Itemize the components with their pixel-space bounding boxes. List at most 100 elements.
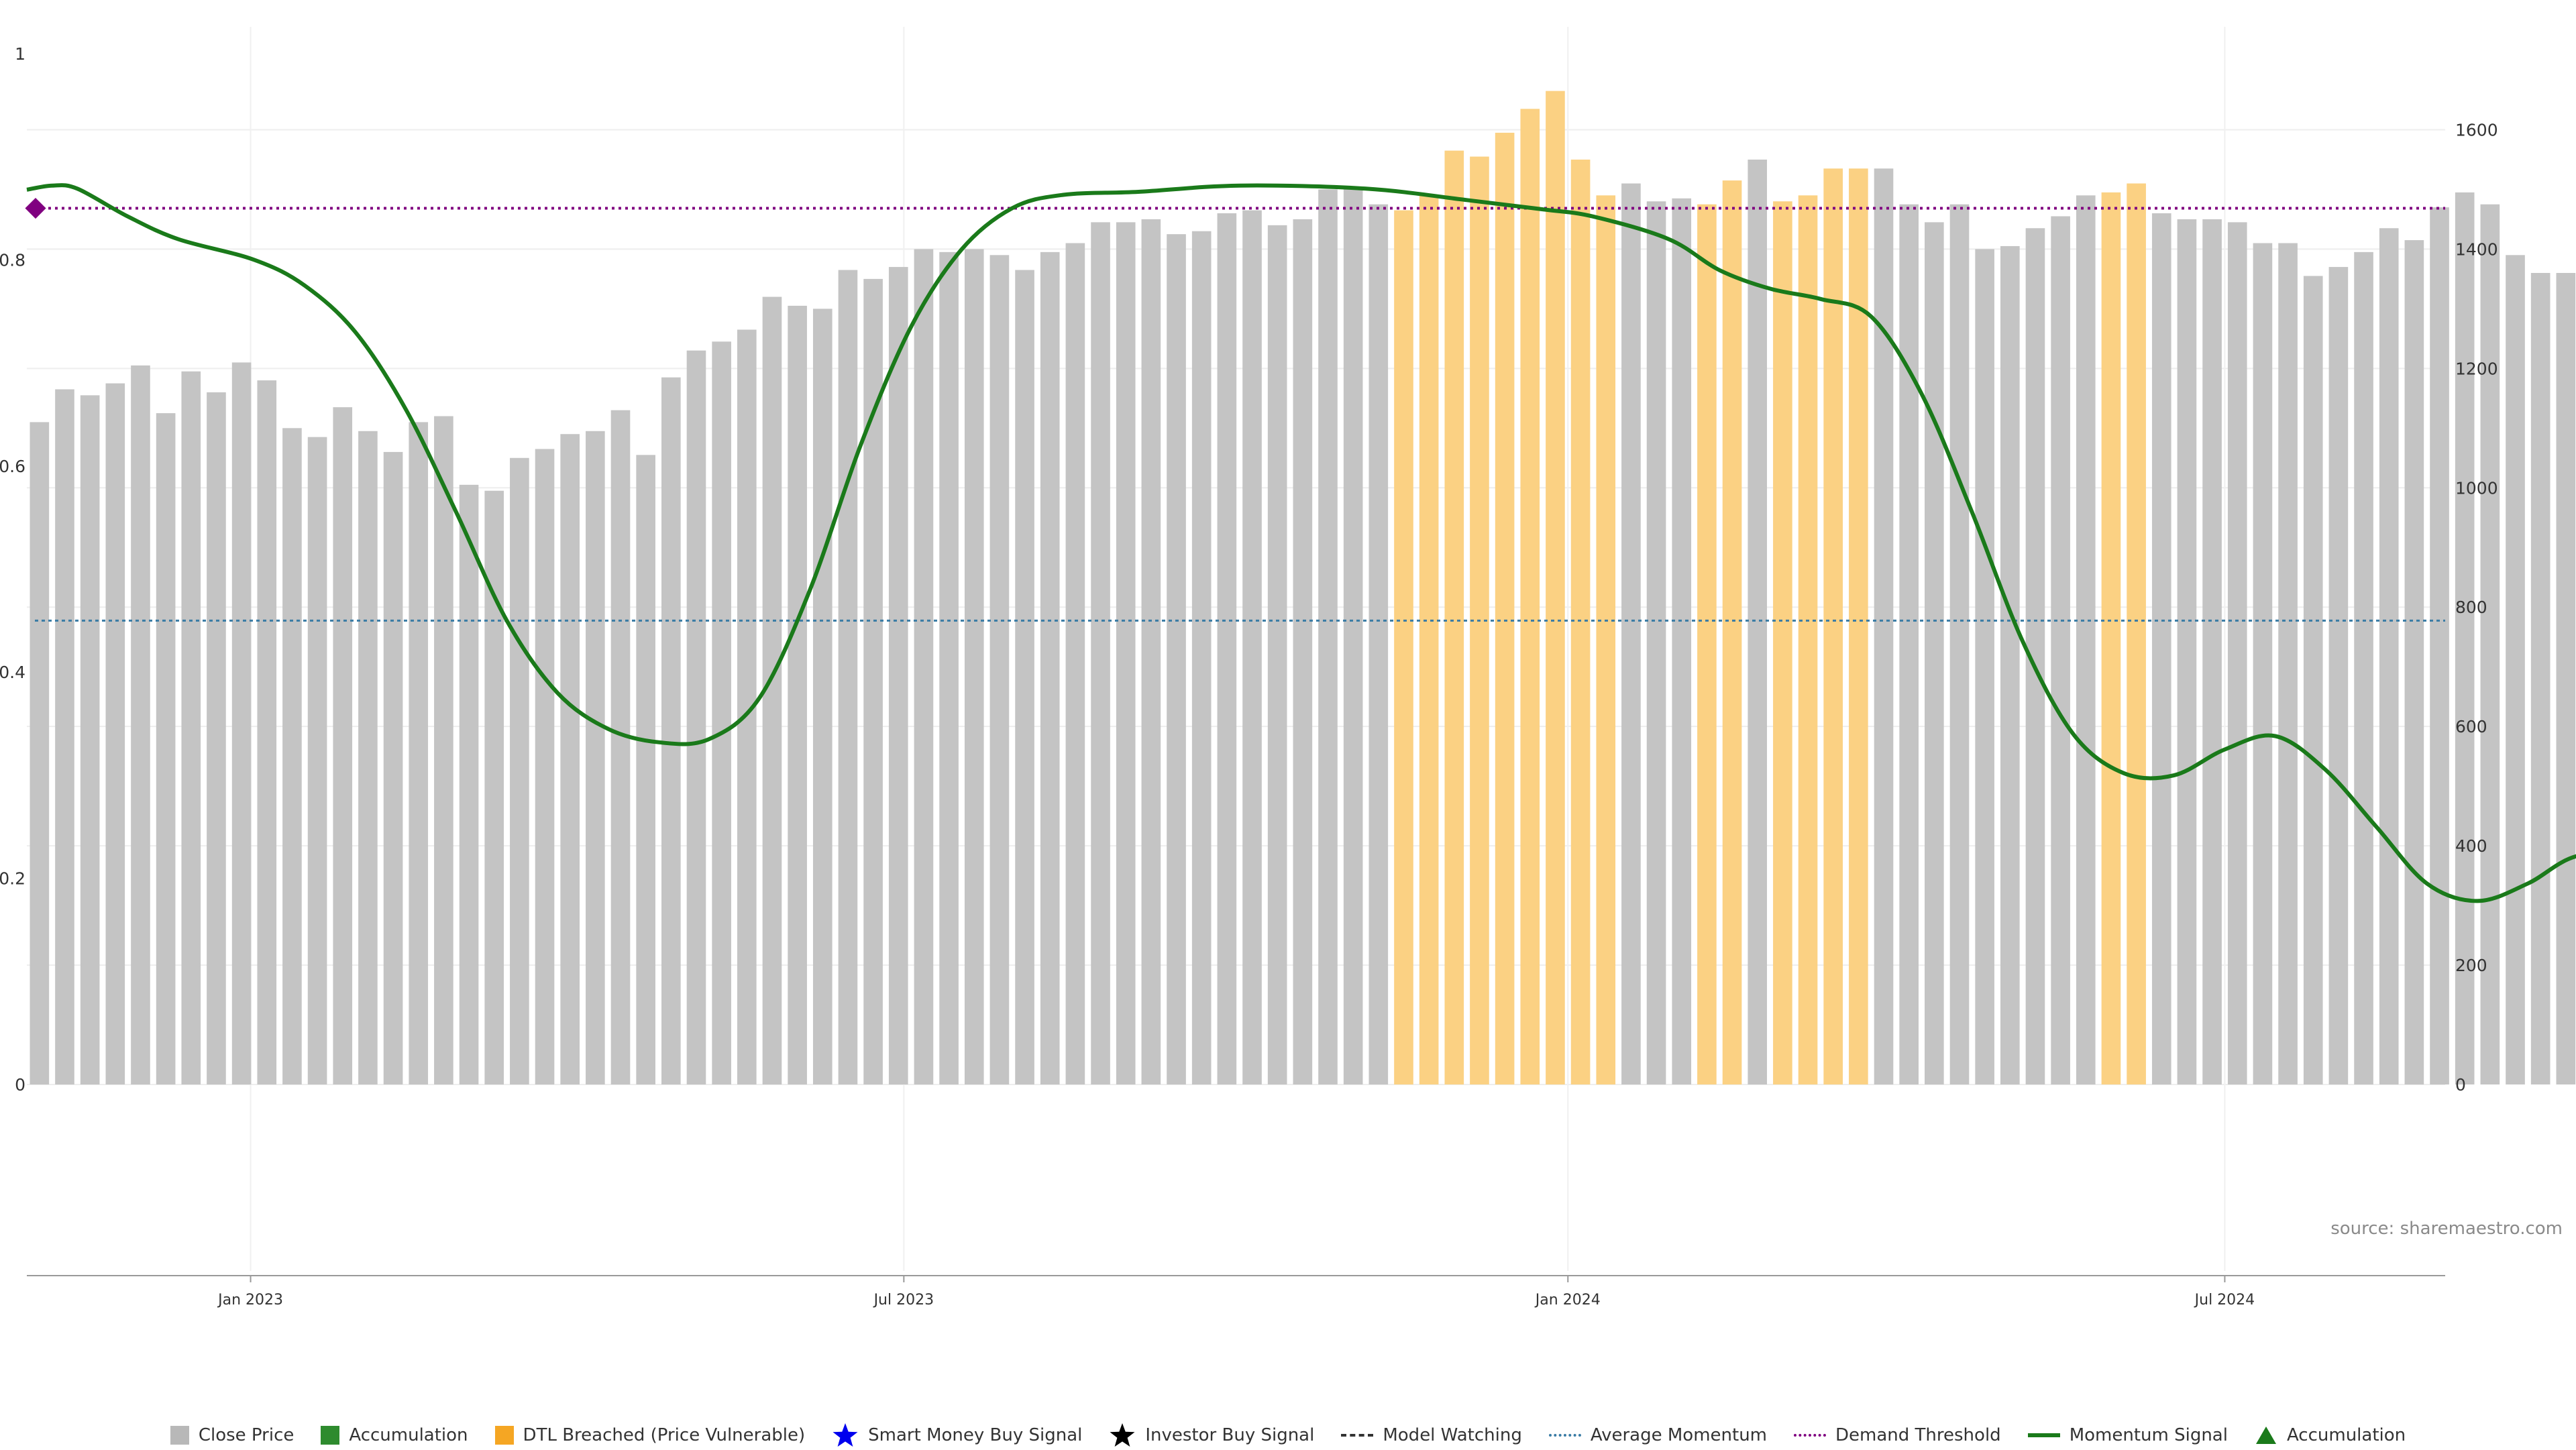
dtl-breached-bar (1546, 91, 1565, 1084)
left-tick-label: 0 (15, 1075, 25, 1095)
close-price-bar (636, 455, 655, 1084)
close-price-bar (586, 431, 605, 1084)
close-price-bar (1646, 201, 1666, 1084)
close-price-bar (1748, 159, 1768, 1084)
close-price-bar (231, 362, 252, 1084)
close-price-bar (661, 377, 681, 1084)
close-price-bar (2202, 219, 2222, 1084)
dtl-breached-bar (1596, 195, 1616, 1085)
close-price-bar (1949, 204, 1970, 1085)
close-price-bar (1167, 234, 1186, 1085)
close-price-bar (1293, 219, 1313, 1084)
dtl-breached-bar (1419, 195, 1439, 1085)
square-icon (494, 1426, 514, 1445)
close-price-bar (510, 457, 529, 1084)
dash-line-icon (1341, 1434, 1374, 1437)
close-price-bar (1091, 222, 1110, 1085)
close-price-bar (560, 434, 580, 1084)
close-price-bar (2480, 204, 2500, 1085)
close-price-bar (1267, 225, 1287, 1085)
close-price-bar (1040, 252, 1060, 1084)
dtl-breached-bar (2101, 192, 2121, 1084)
close-price-bar (1191, 231, 1212, 1085)
legend-label: Model Watching (1383, 1425, 1522, 1445)
legend-item: Smart Money Buy Signal (832, 1422, 1082, 1449)
legend-item: Momentum Signal (2027, 1425, 2228, 1445)
close-price-bar (257, 380, 277, 1084)
dtl-breached-bar (1697, 204, 1717, 1085)
star-icon (832, 1422, 859, 1449)
legend-item: DTL Breached (Price Vulnerable) (494, 1425, 806, 1445)
close-price-bar (1874, 168, 1894, 1084)
close-price-bar (131, 365, 150, 1084)
close-price-bar (1318, 189, 1338, 1084)
dtl-breached-bar (1798, 195, 1818, 1085)
x-tick-label: Jan 2023 (217, 1292, 283, 1308)
right-tick-label: 1400 (2455, 239, 2498, 259)
close-price-bar (2303, 276, 2323, 1084)
close-price-bar (2177, 219, 2197, 1084)
demand-threshold-marker (25, 197, 46, 219)
close-price-bar (686, 350, 706, 1085)
left-tick-label: 0.2 (0, 869, 25, 889)
close-price-bar (1065, 243, 1085, 1084)
legend-item: Accumulation (2255, 1425, 2406, 1445)
dotted-line-icon (1794, 1434, 1827, 1437)
close-price-bar (282, 428, 302, 1084)
right-tick-label: 800 (2455, 598, 2487, 617)
dtl-breached-bar (1495, 132, 1515, 1084)
close-price-bar (2051, 216, 2070, 1085)
close-price-bar (2379, 228, 2399, 1084)
x-tick-label: Jul 2024 (2194, 1292, 2255, 1308)
legend-label: Investor Buy Signal (1145, 1425, 1315, 1445)
close-price-bar (610, 410, 631, 1084)
left-tick-label: 0.4 (0, 663, 25, 682)
close-price-bar (459, 484, 479, 1084)
legend-item: Accumulation (321, 1425, 468, 1445)
close-price-bar (156, 413, 176, 1084)
close-price-bar (1242, 210, 1262, 1084)
close-price-bar (30, 422, 50, 1084)
close-price-bar (434, 416, 453, 1084)
close-price-bar (1672, 198, 1692, 1084)
close-price-bar (1217, 213, 1237, 1085)
dtl-breached-bar (1570, 159, 1591, 1084)
close-price-bar (2430, 207, 2449, 1084)
legend-item: Investor Buy Signal (1109, 1422, 1314, 1449)
close-price-bar (1899, 204, 1919, 1085)
right-tick-label: 0 (2455, 1075, 2466, 1095)
legend-label: Momentum Signal (2069, 1425, 2228, 1445)
legend-label: DTL Breached (Price Vulnerable) (523, 1425, 806, 1445)
close-price-bar (55, 389, 74, 1084)
close-price-bar (105, 383, 125, 1084)
close-price-bar (358, 431, 378, 1084)
close-price-bar (207, 392, 226, 1085)
close-price-bar (989, 255, 1010, 1085)
close-price-bar (2530, 272, 2551, 1085)
close-price-bar (1116, 222, 1136, 1085)
close-price-bar (788, 305, 807, 1084)
legend-label: Accumulation (349, 1425, 468, 1445)
left-tick-label: 0.8 (0, 250, 25, 270)
price-bars (30, 91, 2576, 1085)
legend-item: Demand Threshold (1794, 1425, 2001, 1445)
close-price-bar (2506, 255, 2525, 1085)
legend-item: Close Price (170, 1425, 294, 1445)
close-price-bar (838, 270, 858, 1084)
right-tick-label: 1000 (2455, 478, 2498, 498)
close-price-bar (2328, 267, 2349, 1084)
close-price-bar (2151, 213, 2171, 1085)
close-price-bar (1015, 270, 1034, 1084)
dtl-breached-bar (1849, 168, 1868, 1084)
dtl-breached-bar (1773, 201, 1792, 1084)
square-icon (321, 1426, 340, 1445)
close-price-bar (712, 341, 731, 1085)
close-price-bar (2404, 240, 2424, 1084)
close-price-bar (2278, 243, 2298, 1084)
legend-label: Accumulation (2286, 1425, 2406, 1445)
solid-line-icon (2027, 1433, 2060, 1437)
legend-label: Average Momentum (1590, 1425, 1768, 1445)
close-price-bar (307, 437, 327, 1084)
chart-axes: 0 200 400 600 800 1000 1200 1400 1600 0 0.2 0.4 0.6 0… (0, 44, 2498, 1308)
